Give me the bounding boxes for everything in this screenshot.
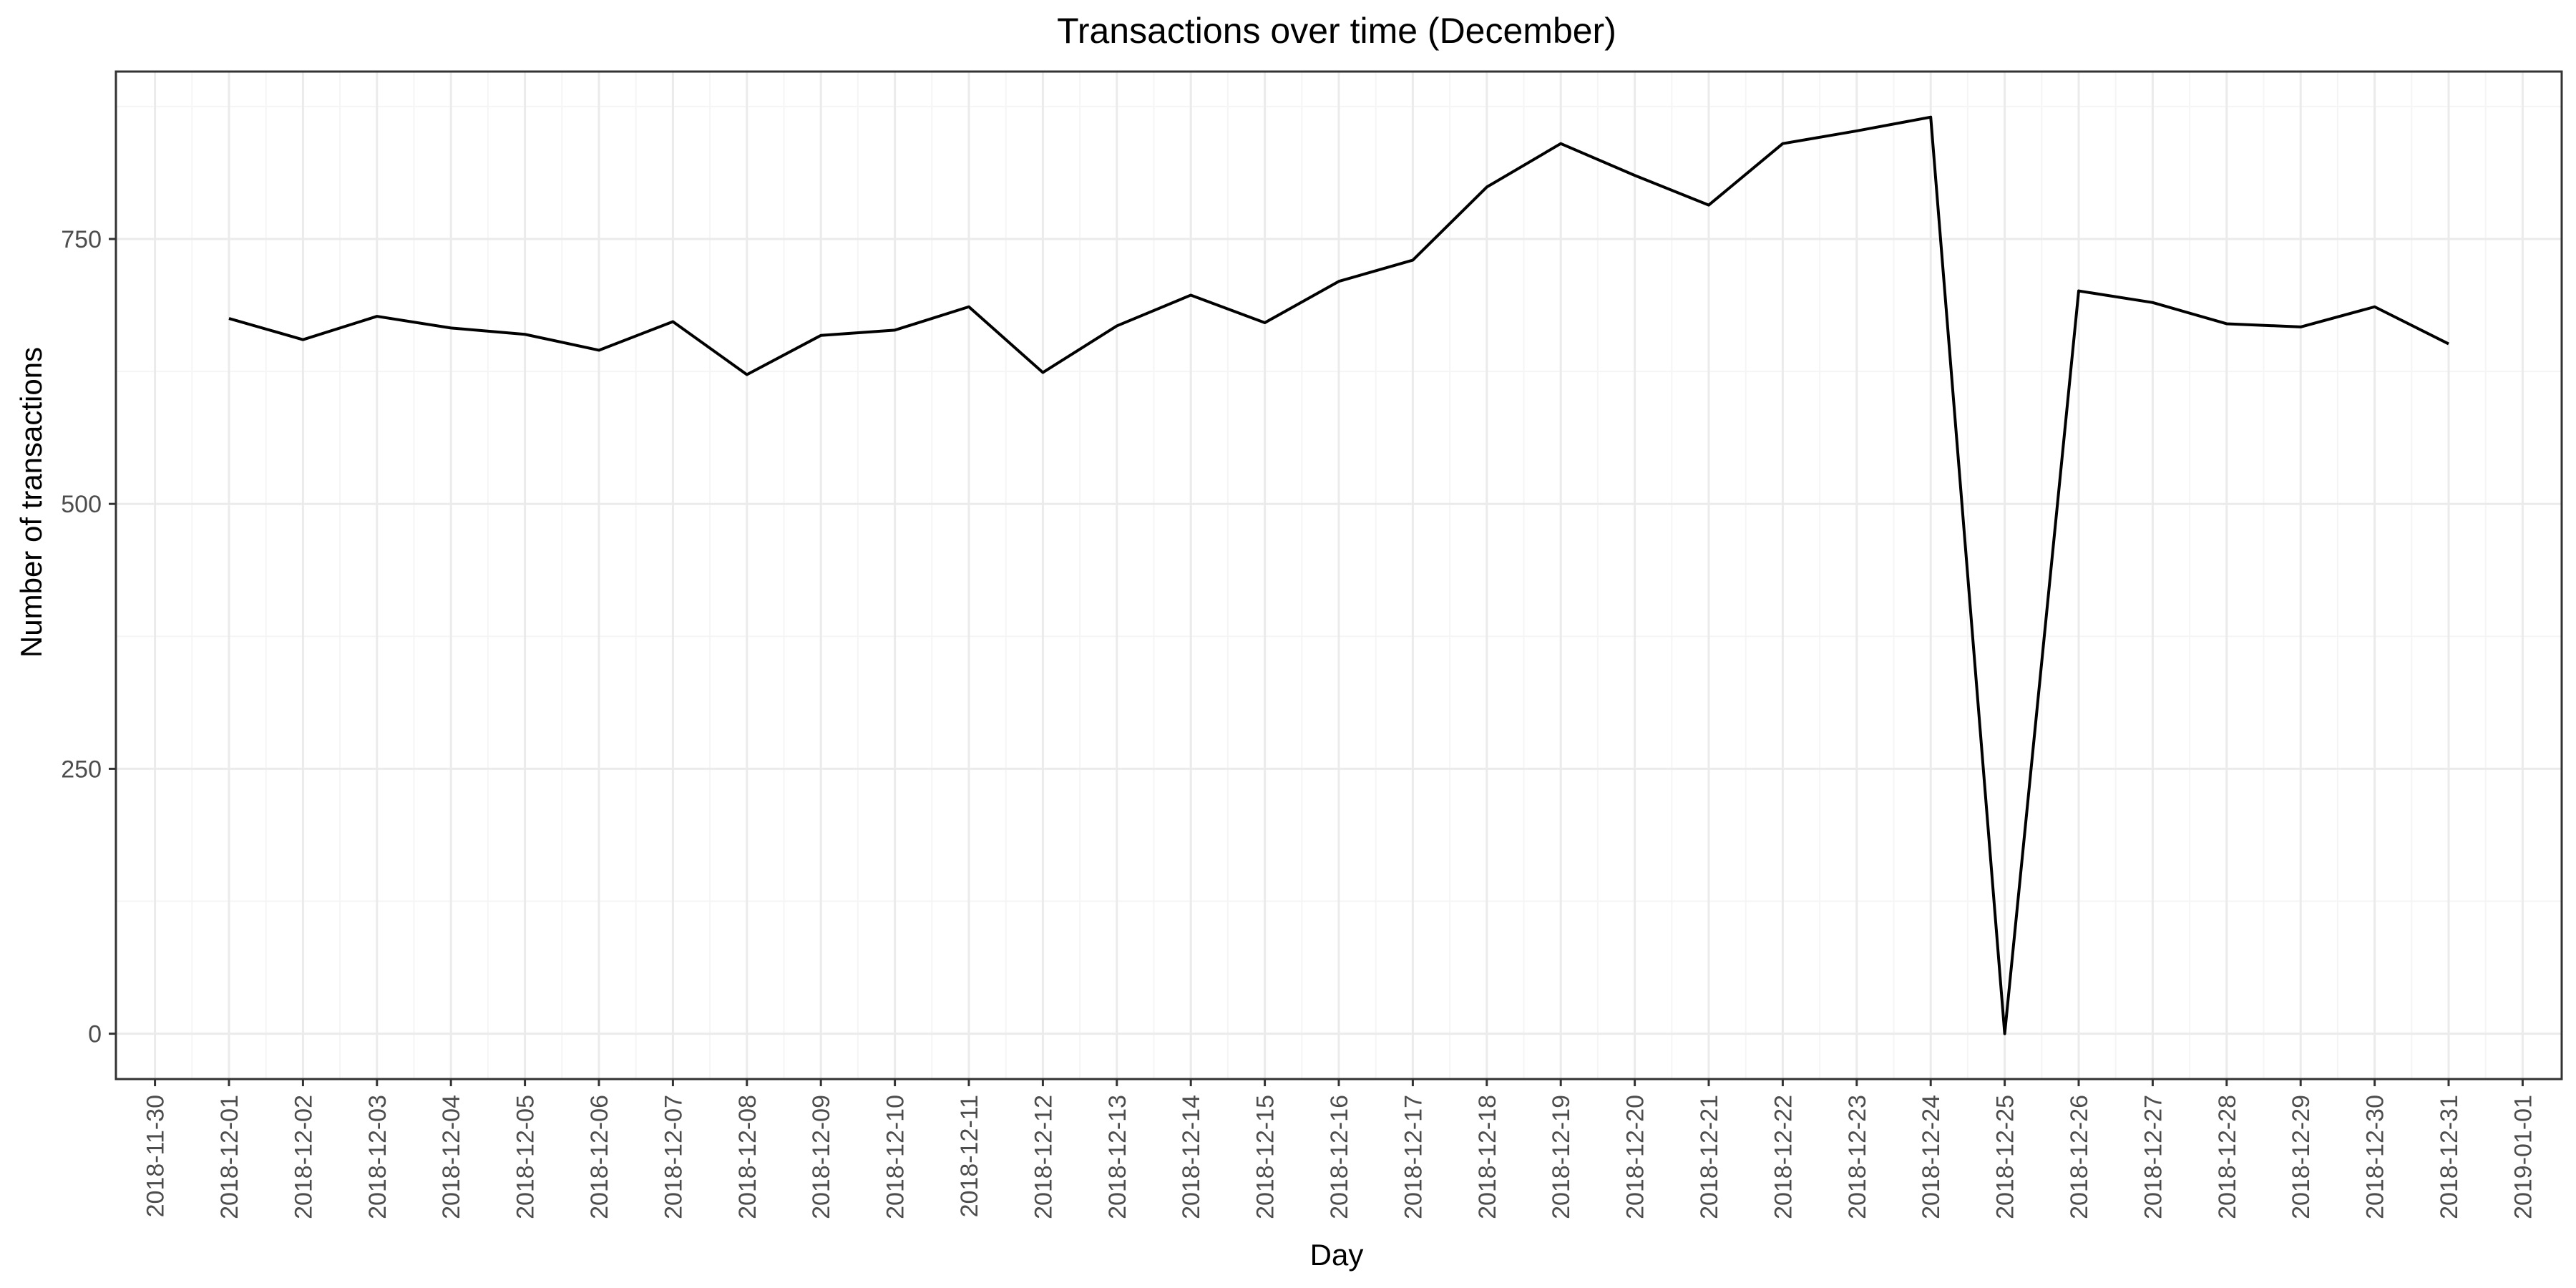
x-tick-label: 2018-12-20	[1622, 1095, 1649, 1219]
x-tick-label: 2018-12-27	[2140, 1095, 2167, 1219]
x-tick-label: 2018-12-18	[1474, 1095, 1501, 1219]
x-tick-label: 2018-12-04	[438, 1095, 465, 1219]
x-tick-label: 2018-12-22	[1770, 1095, 1797, 1219]
x-tick-label: 2018-12-14	[1178, 1095, 1205, 1219]
x-tick-label: 2018-12-06	[586, 1095, 613, 1219]
x-tick-label: 2019-01-01	[2509, 1095, 2537, 1219]
x-tick-label: 2018-12-29	[2288, 1095, 2315, 1219]
x-tick-label: 2018-12-17	[1400, 1095, 1427, 1219]
x-tick-label: 2018-12-31	[2436, 1095, 2463, 1219]
x-tick-label: 2018-12-26	[2066, 1095, 2093, 1219]
x-tick-label: 2018-12-03	[364, 1095, 391, 1219]
chart-title: Transactions over time (December)	[1057, 11, 1616, 51]
x-tick-label: 2018-12-08	[734, 1095, 761, 1219]
y-tick-label: 0	[88, 1021, 102, 1048]
y-tick-label: 500	[61, 491, 102, 518]
x-tick-label: 2018-12-05	[512, 1095, 540, 1219]
x-tick-label: 2018-12-09	[808, 1095, 835, 1219]
axes: 0 250 500 750 2018-11-30 2018-12-01 2018-12-02…	[61, 226, 2537, 1219]
x-tick-label: 2018-12-23	[1844, 1095, 1871, 1219]
x-tick-label: 2018-12-21	[1696, 1095, 1723, 1219]
x-tick-label: 2018-12-28	[2214, 1095, 2241, 1219]
y-tick-label: 250	[61, 756, 102, 783]
x-tick-label: 2018-12-25	[1992, 1095, 2019, 1219]
x-tick-label: 2018-12-01	[216, 1095, 243, 1219]
y-tick-label: 750	[61, 226, 102, 253]
x-tick-label: 2018-12-02	[290, 1095, 317, 1219]
x-tick-label: 2018-11-30	[142, 1095, 170, 1217]
x-tick-label: 2018-12-19	[1548, 1095, 1575, 1219]
x-tick-label: 2018-12-13	[1104, 1095, 1131, 1219]
x-axis-title: Day	[1310, 1238, 1364, 1272]
x-tick-label: 2018-12-30	[2362, 1095, 2389, 1219]
grid-lines	[116, 72, 2562, 1079]
x-tick-label: 2018-12-24	[1918, 1095, 1945, 1219]
x-tick-label: 2018-12-10	[882, 1095, 909, 1219]
x-tick-label: 2018-12-07	[660, 1095, 687, 1219]
x-tick-label: 2018-12-11	[956, 1095, 983, 1217]
data-series	[228, 115, 2449, 1035]
x-tick-label: 2018-12-16	[1326, 1095, 1353, 1219]
x-tick-label: 2018-12-12	[1030, 1095, 1057, 1219]
y-axis-title: Number of transactions	[14, 347, 48, 658]
x-tick-label: 2018-12-15	[1252, 1095, 1279, 1219]
